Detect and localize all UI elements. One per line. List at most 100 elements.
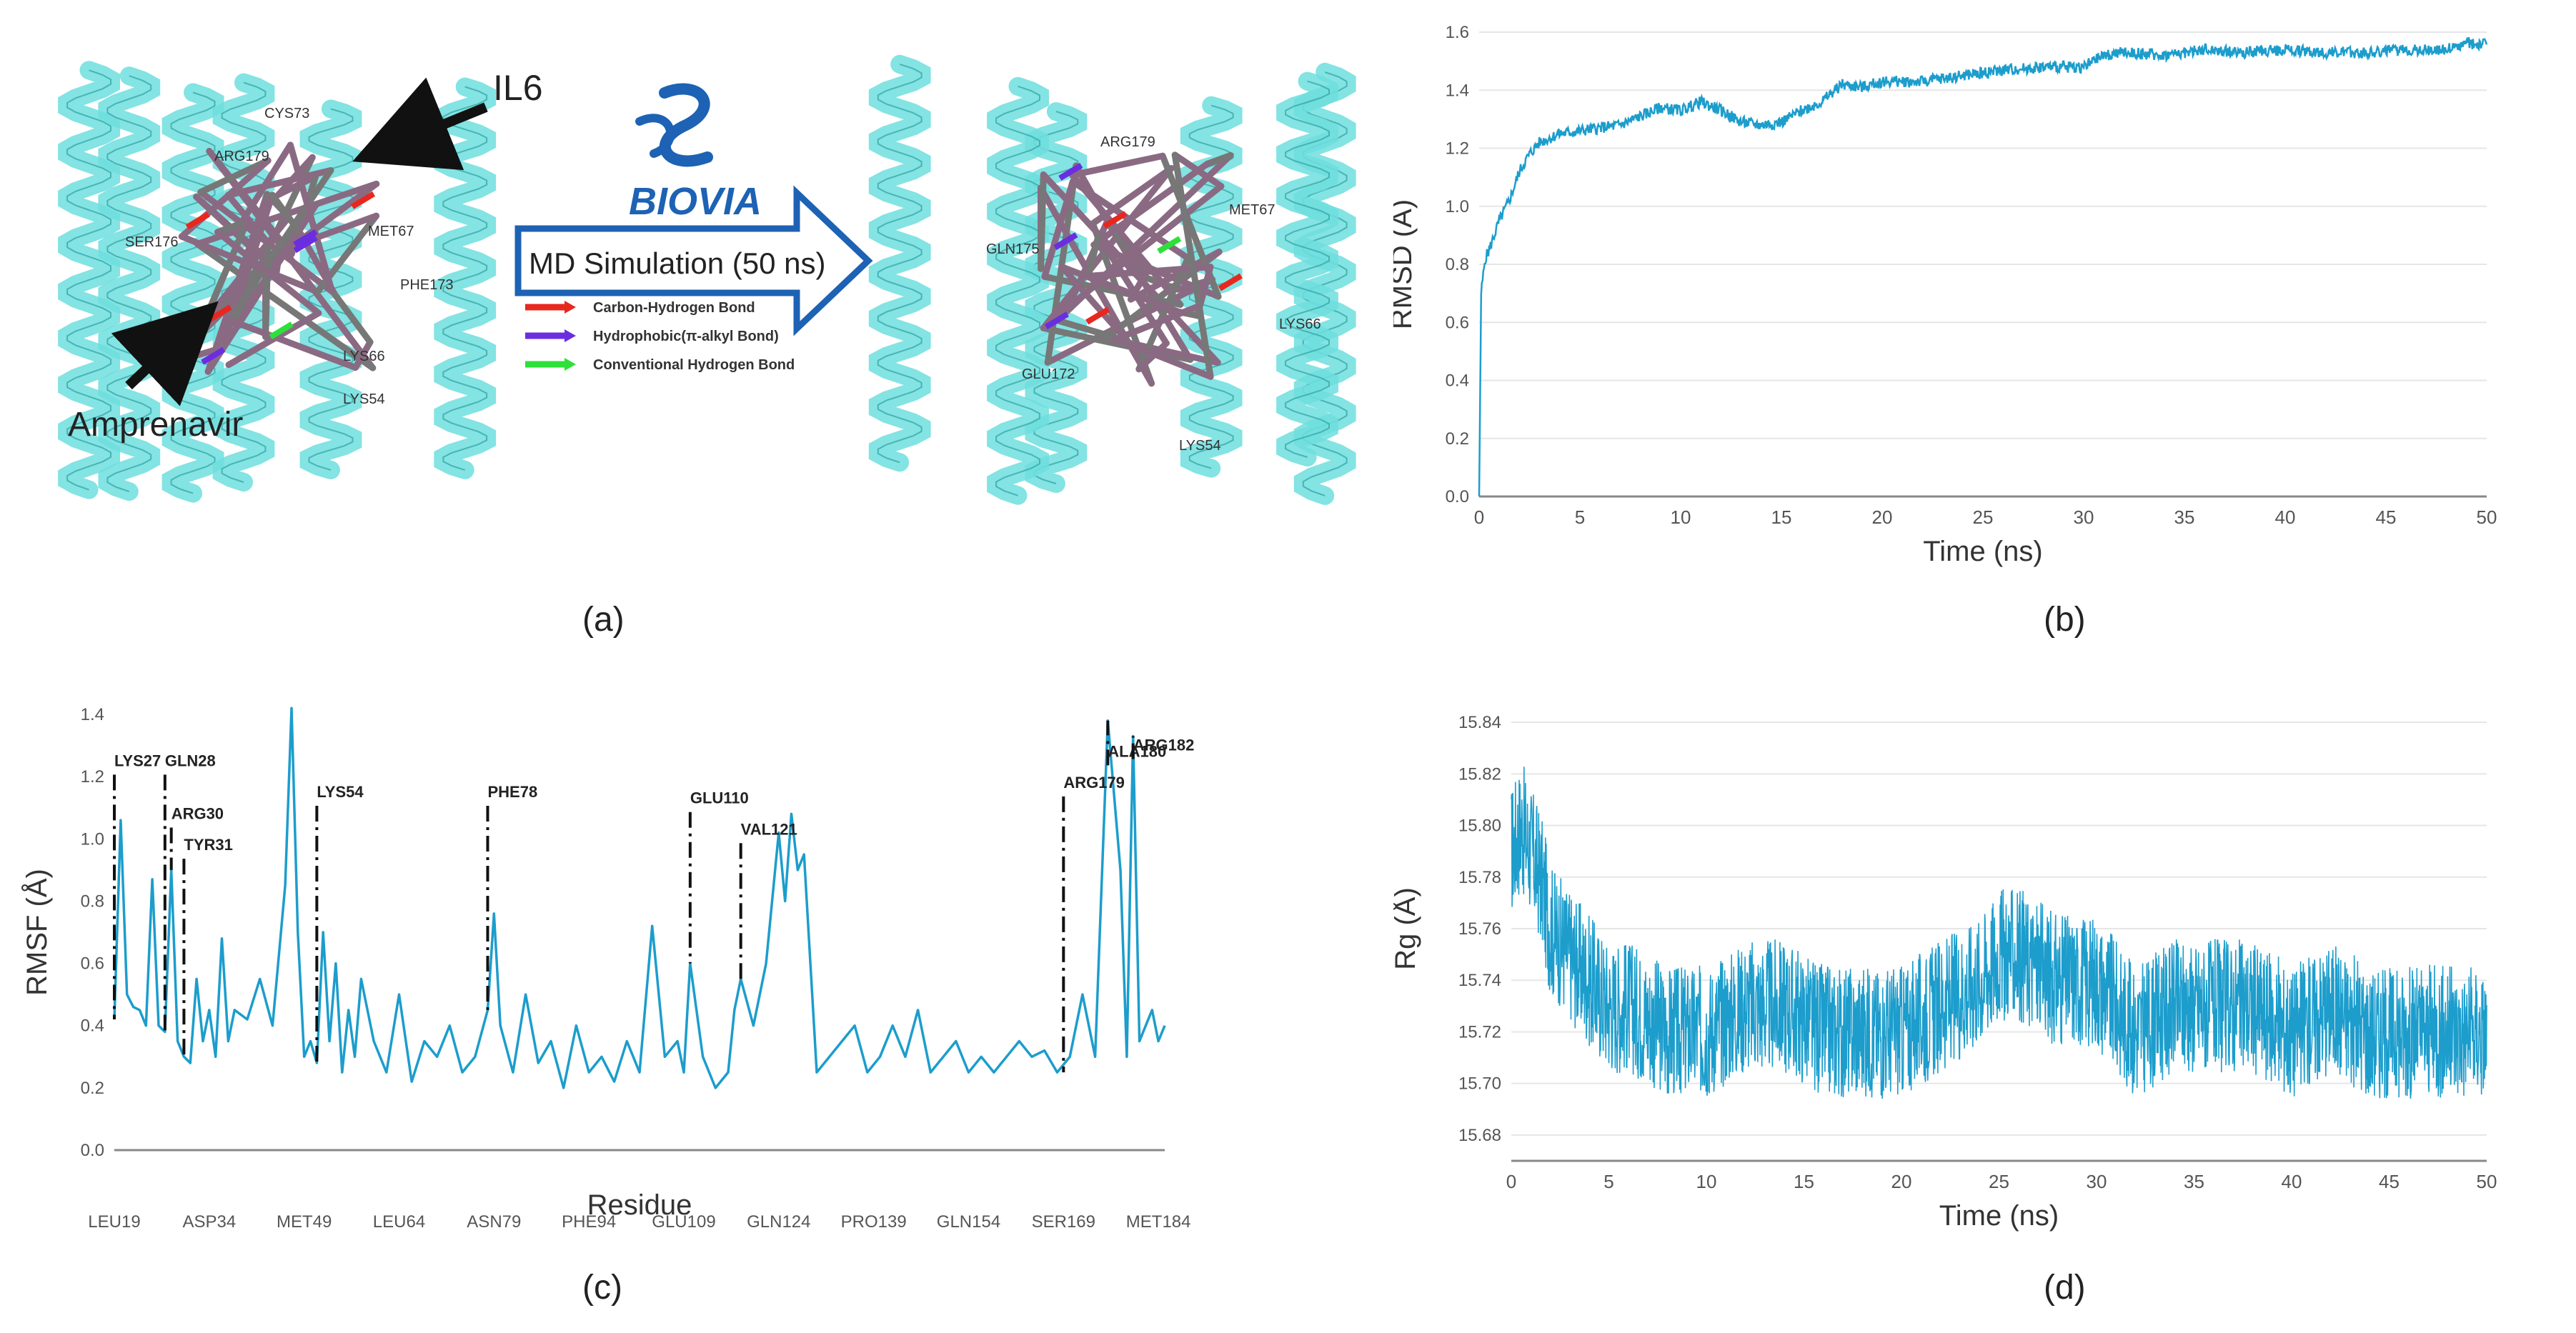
bond-stick <box>1058 264 1131 345</box>
x-tick-label: 0 <box>1474 506 1484 528</box>
interaction-arrow <box>1044 311 1069 330</box>
y-tick-label: 15.84 <box>1458 713 1501 732</box>
bond-stick <box>1113 304 1200 343</box>
x-tick-label: 45 <box>2376 506 2397 528</box>
alpha-helix-edge <box>66 69 111 491</box>
alpha-helix-edge <box>1285 80 1330 458</box>
x-tick-label: 20 <box>1891 1171 1912 1192</box>
x-axis-title: Time (ns) <box>1939 1200 2059 1232</box>
md-simulation-arrow-group: BIOVIA MD Simulation (50 ns) Carbon-Hydr… <box>514 83 873 373</box>
bond-stick <box>328 286 374 346</box>
il6-pointer-arrow <box>352 77 488 171</box>
bond-stick <box>225 309 322 369</box>
x-category-label: ASN79 <box>467 1212 521 1232</box>
x-tick-label: 25 <box>1973 506 1994 528</box>
bond-stick <box>262 212 380 260</box>
x-tick-label: 5 <box>1575 506 1585 528</box>
bond-stick <box>226 316 359 371</box>
y-tick-label: 0.4 <box>81 1017 104 1036</box>
bond-stick <box>1058 264 1183 315</box>
residue-annotation-label: TYR31 <box>184 836 232 854</box>
bond-stick <box>237 141 294 227</box>
md-simulation-big-arrow <box>514 185 873 336</box>
residue-label: LYS54 <box>1179 438 1221 454</box>
residue-annotation-label: LYS27 <box>114 752 161 769</box>
bond-stick <box>214 220 244 236</box>
residue-label: ARG179 <box>214 149 269 164</box>
x-category-label: PHE94 <box>562 1212 616 1232</box>
residue-label: CYS73 <box>264 106 309 121</box>
x-tick-label: 50 <box>2477 1171 2497 1192</box>
bond-stick <box>1090 160 1211 249</box>
interaction-arrow <box>269 321 294 340</box>
x-axis-title: Residue <box>587 1189 692 1221</box>
residue-annotation-label: LYS54 <box>317 783 364 801</box>
alpha-helix-edge <box>106 75 152 493</box>
residue-labels-left: CYS73 ARG179 SER176 MET67 PHE173 LYS66 LYS54 <box>125 106 454 407</box>
x-tick-label: 15 <box>1794 1171 1814 1192</box>
x-tick-label: 25 <box>1989 1171 2009 1192</box>
alpha-helix-edge <box>170 91 216 494</box>
y-tick-label: 0.0 <box>1446 487 1469 506</box>
x-tick-label: 35 <box>2174 506 2195 528</box>
x-tick-label: 30 <box>2074 506 2094 528</box>
y-tick-label: 15.76 <box>1458 919 1501 939</box>
x-category-label: LEU19 <box>88 1212 140 1232</box>
residue-annotation-label: ARG179 <box>1063 774 1125 792</box>
bond-stick <box>1041 178 1076 280</box>
y-axis-title: RMSF (Å) <box>21 869 53 996</box>
bond-stick <box>352 339 374 371</box>
molecular-illustration: CYS73 ARG179 SER176 MET67 PHE173 LYS66 LYS54 I… <box>58 54 1356 505</box>
legend-arrowhead <box>565 358 576 371</box>
residue-annotation-label: VAL121 <box>741 820 797 838</box>
x-axis-title: Time (ns) <box>1923 536 2042 567</box>
x-tick-label: 15 <box>1771 506 1792 528</box>
y-tick-label: 15.74 <box>1458 971 1501 990</box>
x-category-label: ASP34 <box>182 1212 236 1232</box>
y-axis-title: Rg (Å) <box>1393 887 1421 970</box>
panel-label-d: (d) <box>2044 1269 2086 1307</box>
y-tick-label: 1.0 <box>81 829 104 849</box>
x-tick-label: 35 <box>2184 1171 2204 1192</box>
legend-label: Carbon-Hydrogen Bond <box>593 300 755 316</box>
residue-label: SER176 <box>125 234 179 250</box>
rmsf-series-line <box>113 707 1166 1089</box>
x-category-label: GLN154 <box>937 1212 1000 1232</box>
x-tick-label: 40 <box>2275 506 2296 528</box>
y-tick-label: 0.6 <box>81 954 104 974</box>
x-category-label: PRO139 <box>841 1212 907 1232</box>
bond-stick <box>224 191 272 246</box>
rg-series-line <box>1511 767 2487 1099</box>
y-tick-label: 0.6 <box>1446 313 1469 332</box>
interaction-arrow <box>1157 236 1182 254</box>
residue-label: MET67 <box>1229 202 1275 218</box>
bond-stick <box>1204 151 1234 167</box>
y-tick-label: 15.82 <box>1458 764 1501 784</box>
md-simulation-arrow-text: MD Simulation (50 ns) <box>529 246 825 280</box>
bond-stick <box>1069 152 1166 179</box>
y-tick-label: 1.4 <box>1446 81 1469 100</box>
y-tick-label: 0.2 <box>1446 429 1469 449</box>
y-tick-label: 0.8 <box>1446 255 1469 274</box>
legend-label: Conventional Hydrogen Bond <box>593 357 795 373</box>
y-tick-label: 15.78 <box>1458 868 1501 887</box>
panel-b: 0.0 0.2 0.4 0.6 0.8 1.0 1.2 1.4 1.6 0 5 10 15 20 25 30 3… <box>1386 0 2576 643</box>
biovia-logo-icon: BIOVIA <box>629 83 762 223</box>
interaction-arrow <box>293 229 318 247</box>
bond-stick <box>262 239 272 341</box>
x-category-label: SER169 <box>1032 1212 1095 1232</box>
bond-stick <box>226 167 334 324</box>
residue-labels-right: ARG179 MET67 GLN175 LYS66 GLU172 LYS54 <box>986 134 1321 454</box>
y-tick-label: 1.4 <box>81 705 104 724</box>
bond-stick <box>1171 151 1225 190</box>
x-category-label: MET49 <box>277 1212 332 1232</box>
residue-label: GLU172 <box>1022 366 1075 382</box>
interaction-arrow <box>1103 211 1128 229</box>
protein-complex-after: ARG179 MET67 GLN175 LYS66 GLU172 LYS54 <box>868 54 1356 505</box>
interaction-arrow <box>293 235 318 254</box>
rmsd-chart: 0.0 0.2 0.4 0.6 0.8 1.0 1.2 1.4 1.6 0 5 10 15 20 25 30 3… <box>1386 23 2497 567</box>
bond-stick <box>1041 273 1184 308</box>
x-category-label: LEU64 <box>373 1212 425 1232</box>
panel-a: CYS73 ARG179 SER176 MET67 PHE173 LYS66 LYS54 I… <box>0 0 1393 643</box>
y-tick-label: 15.70 <box>1458 1074 1501 1094</box>
